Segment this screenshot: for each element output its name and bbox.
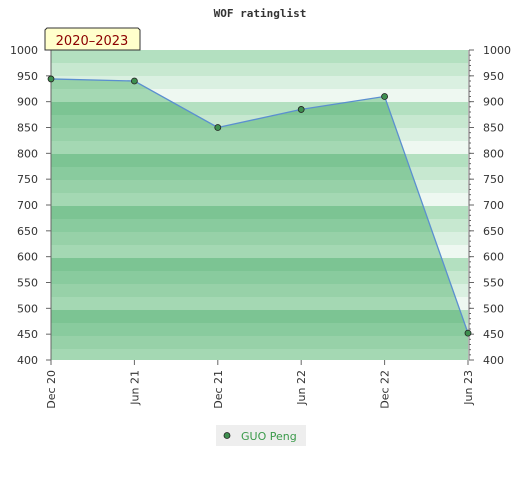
area-band — [51, 167, 468, 180]
background-band — [51, 76, 468, 89]
data-point — [214, 124, 222, 131]
area-band — [51, 323, 468, 336]
series-line-guo-peng — [50, 78, 469, 334]
y-tick-label-right: 750 — [483, 173, 504, 186]
y-axis-ticks: 400 400 450 450 500 500 550 550 600 600 650 650 700 7… — [10, 44, 511, 367]
y-tick-label-left: 900 — [17, 96, 38, 109]
y-tick-label-left: 400 — [17, 354, 38, 367]
area-band — [51, 219, 468, 232]
chart-title: WOF ratinglist — [214, 7, 307, 20]
legend-label-guo-peng: GUO Peng — [241, 430, 297, 443]
data-point — [47, 75, 55, 83]
area-band — [51, 141, 468, 154]
area-band — [51, 154, 468, 167]
y-tick-label-right: 850 — [483, 122, 504, 135]
x-tick-label: Dec 21 — [212, 370, 225, 409]
y-tick-label-left: 1000 — [10, 44, 38, 57]
y-tick-label-right: 700 — [483, 199, 504, 212]
x-tick-label: Jun 21 — [128, 370, 141, 406]
x-axis-ticks: Dec 20 Jun 21 Dec 21 Jun 22 Dec 22 Jun 23 — [45, 360, 475, 409]
data-point — [130, 77, 138, 85]
background-band — [51, 63, 468, 76]
area-band — [51, 245, 468, 258]
data-point — [464, 329, 472, 337]
area-band — [51, 206, 468, 219]
y-tick-label-left: 850 — [17, 122, 38, 135]
legend[interactable]: GUO Peng — [216, 425, 306, 446]
y-tick-label-right: 900 — [483, 96, 504, 109]
area-band — [51, 180, 468, 193]
y-tick-label-left: 600 — [17, 251, 38, 264]
y-tick-label-right: 950 — [483, 70, 504, 83]
period-badge-text: 2020–2023 — [56, 34, 129, 49]
y-tick-label-right: 1000 — [483, 44, 511, 57]
y-tick-label-left: 800 — [17, 147, 38, 160]
y-tick-label-left: 700 — [17, 199, 38, 212]
area-band — [51, 349, 468, 360]
data-point — [297, 106, 305, 113]
y-tick-label-left: 950 — [17, 70, 38, 83]
y-tick-label-left: 550 — [17, 277, 38, 290]
area-band — [51, 336, 468, 349]
data-point — [381, 93, 389, 100]
y-tick-label-left: 500 — [17, 302, 38, 315]
area-band — [51, 284, 468, 297]
x-tick-label: Jun 23 — [462, 370, 475, 406]
area-band — [51, 128, 468, 141]
area-band — [51, 193, 468, 206]
area-band — [51, 310, 468, 323]
area-band — [51, 258, 468, 271]
area-band — [51, 297, 468, 310]
y-tick-label-right: 550 — [483, 277, 504, 290]
x-tick-label: Dec 22 — [379, 370, 392, 409]
y-tick-label-left: 650 — [17, 225, 38, 238]
area-band — [51, 271, 468, 284]
y-tick-label-right: 800 — [483, 147, 504, 160]
legend-box — [216, 425, 306, 446]
period-badge-box — [44, 27, 141, 51]
x-tick-label: Jun 22 — [295, 370, 308, 406]
y-tick-label-right: 650 — [483, 225, 504, 238]
x-tick-label: Dec 20 — [45, 370, 58, 409]
background-band — [51, 50, 468, 63]
y-tick-label-right: 600 — [483, 251, 504, 264]
area-band — [51, 115, 468, 128]
y-tick-label-left: 450 — [17, 328, 38, 341]
legend-marker-icon — [223, 432, 231, 439]
area-band — [51, 232, 468, 245]
y-tick-label-right: 500 — [483, 302, 504, 315]
series-markers — [47, 75, 472, 337]
period-badge: 2020–2023 — [44, 27, 141, 51]
y-tick-label-right: 450 — [483, 328, 504, 341]
y-tick-label-left: 750 — [17, 173, 38, 186]
y-tick-label-right: 400 — [483, 354, 504, 367]
